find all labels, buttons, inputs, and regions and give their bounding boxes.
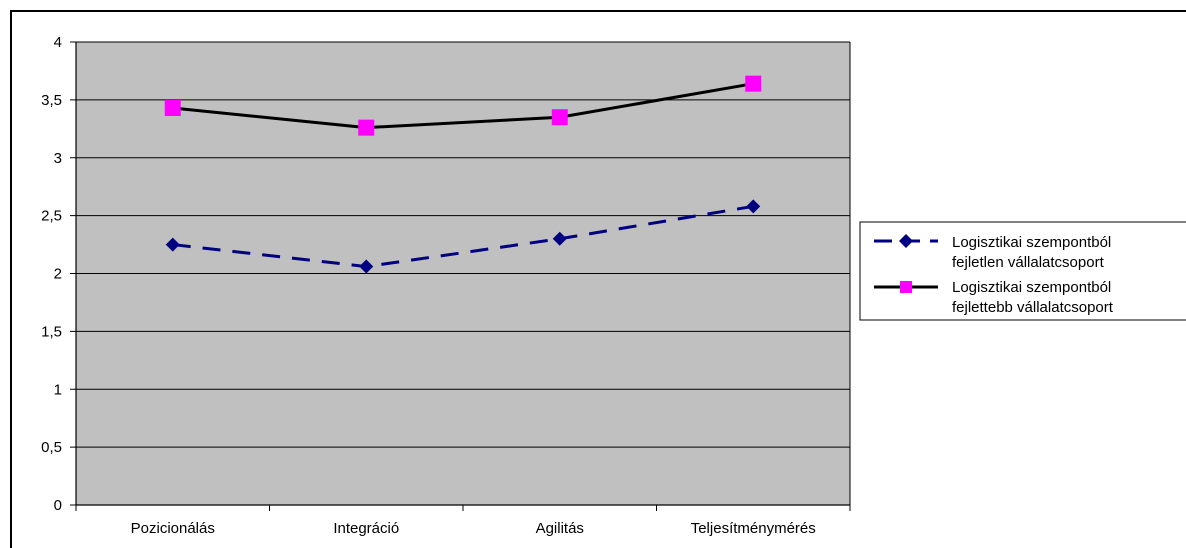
legend-label-series-1-line-2: fejletlen vállalatcsoport [952,254,1105,271]
legend-label-series-2-line-1: Logisztikai szempontból [952,279,1111,296]
x-tick-label: Pozicionálás [131,520,215,537]
y-tick-label: 0 [54,497,62,514]
legend-marker-diamond [899,234,913,248]
data-point-diamond [359,259,374,274]
y-tick-label: 2 [54,266,62,283]
series-2 [164,75,762,136]
legend-label-series-2-line-2: fejlettebb vállalatcsoport [952,299,1114,316]
x-tick-label: Teljesítménymérés [691,520,816,537]
legend-label-series-1-line-1: Logisztikai szempontból [952,234,1111,251]
y-tick-label: 1 [54,381,62,398]
series-group [164,75,762,274]
y-tick-label: 1,5 [41,323,62,340]
data-point-square [551,109,568,126]
x-tick-label: Integráció [333,520,399,537]
data-point-diamond [746,199,761,214]
x-tick-label: Agilitás [536,520,584,537]
legend-box [859,221,1186,321]
y-tick-label: 0,5 [41,439,62,456]
chart-frame [10,10,1186,548]
y-tick-label: 2,5 [41,208,62,225]
data-point-diamond [552,231,567,246]
series-1-line [172,204,754,269]
data-point-square [164,99,181,116]
x-axis-ticks: Pozicionálás Integráció Agilitás Teljesítmé… [75,505,851,537]
y-tick-label: 3,5 [41,92,62,109]
data-point-square [745,75,762,92]
y-tick-label: 4 [54,34,62,51]
data-point-diamond [165,237,180,252]
y-axis-ticks: 0 0,5 1 1,5 2 2,5 3 3,5 4 [41,34,76,514]
data-point-square [358,119,375,136]
y-tick-label: 3 [54,150,62,167]
series-2-line [172,82,754,130]
legend: Logisztikai szempontból fejletlen vállal… [859,221,1186,321]
legend-marker-square [900,281,912,293]
series-1 [165,199,761,274]
